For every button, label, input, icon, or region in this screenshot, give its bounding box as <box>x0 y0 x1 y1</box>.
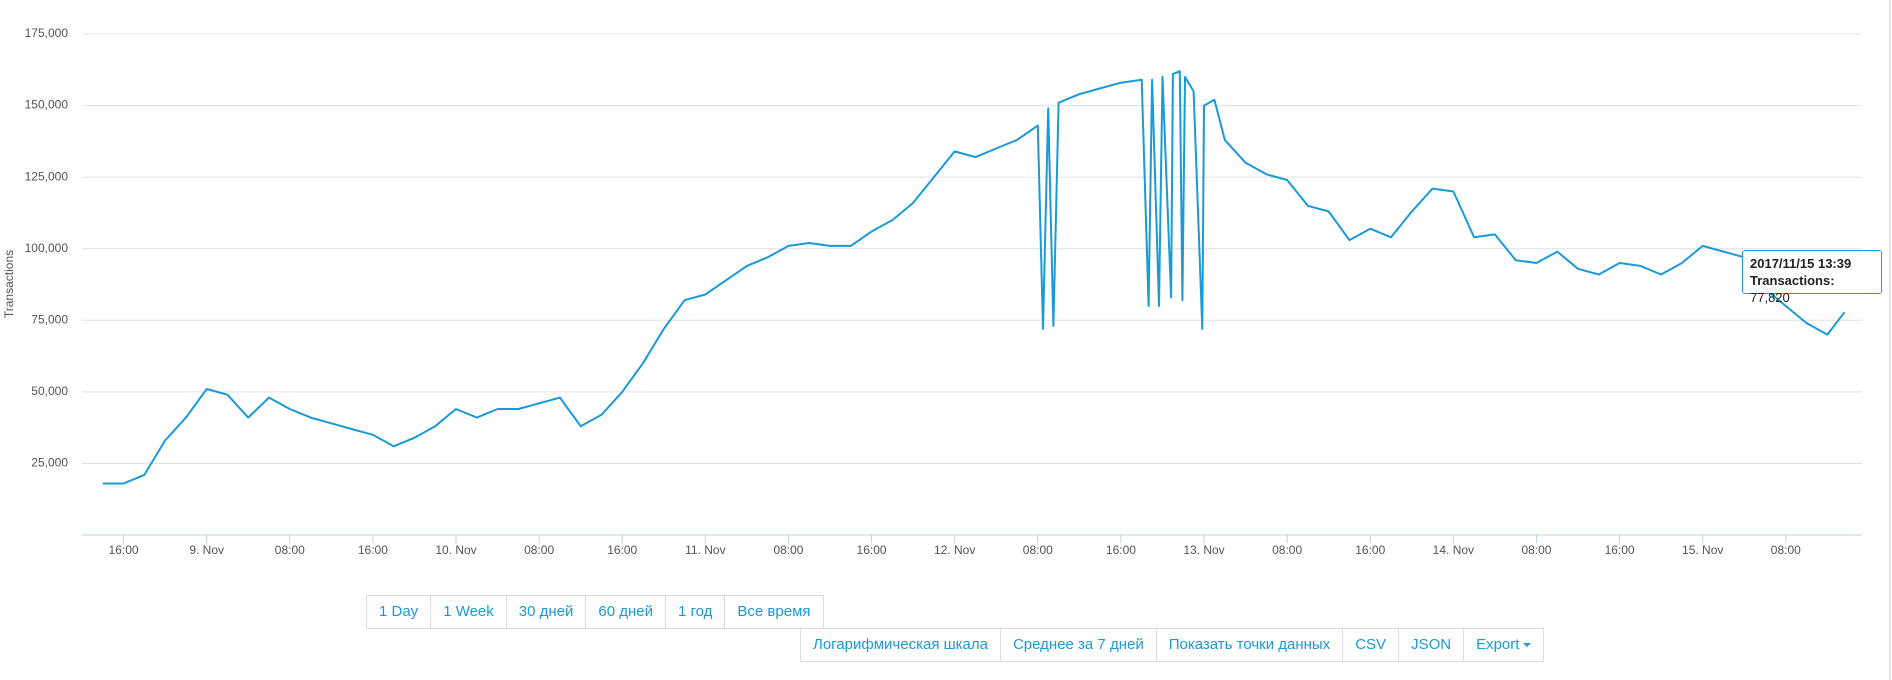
button[interactable]: 1 Week <box>430 595 507 629</box>
x-tick-label: 16:00 <box>1106 543 1136 557</box>
x-tick-label: 16:00 <box>358 543 388 557</box>
option-buttons: Логарифмическая шкала Среднее за 7 дней По… <box>800 628 1545 662</box>
tooltip-row: Transactions: 77,820 <box>1750 273 1835 305</box>
x-tick-label: 16:00 <box>1605 543 1635 557</box>
x-tick-label: 08:00 <box>1521 543 1551 557</box>
button[interactable]: JSON <box>1398 628 1465 662</box>
y-tick-label: 75,000 <box>31 312 68 326</box>
x-tick-label: 08:00 <box>275 543 305 557</box>
x-tick-label: 11. Nov <box>685 543 725 557</box>
x-tick-label: 08:00 <box>1771 543 1801 557</box>
x-tick-label: 08:00 <box>1023 543 1053 557</box>
x-tick-label: 14. Nov <box>1433 543 1474 557</box>
button[interactable]: 1 Day <box>366 595 432 629</box>
x-tick-label: 13. Nov <box>1183 543 1224 557</box>
x-tick-label: 12. Nov <box>934 543 975 557</box>
y-tick-label: 25,000 <box>31 456 68 470</box>
button[interactable]: 30 дней <box>505 595 587 629</box>
y-tick-label: 125,000 <box>25 169 69 183</box>
range-buttons: 1 Day 1 Week 30 дней 60 дней 1 год Все время <box>366 595 824 629</box>
button[interactable]: Все время <box>724 595 824 629</box>
x-tick-label: 08:00 <box>1272 543 1302 557</box>
button[interactable]: Показать точки данных <box>1155 628 1344 662</box>
button[interactable]: 1 год <box>665 595 726 629</box>
tooltip-value: 77,820 <box>1750 290 1790 305</box>
y-tick-label: 100,000 <box>25 241 69 255</box>
y-tick-label: 150,000 <box>25 98 69 112</box>
y-tick-label: 50,000 <box>31 384 68 398</box>
x-tick-label: 15. Nov <box>1682 543 1723 557</box>
button[interactable]: Export <box>1463 628 1545 662</box>
series-line <box>102 70 1846 485</box>
button[interactable]: 60 дней <box>585 595 666 629</box>
x-tick-label: 08:00 <box>524 543 554 557</box>
tooltip-series: Transactions <box>1750 273 1831 288</box>
x-tick-label: 16:00 <box>1355 543 1385 557</box>
button[interactable]: Логарифмическая шкала <box>800 628 1001 662</box>
x-tick-label: 9. Nov <box>189 543 224 557</box>
x-tick-label: 08:00 <box>773 543 803 557</box>
y-tick-label: 175,000 <box>25 26 69 40</box>
x-tick-label: 10. Nov <box>435 543 476 557</box>
tooltip-title: 2017/11/15 13:39 <box>1750 256 1852 271</box>
y-axis-label: Transactions <box>2 250 16 318</box>
button[interactable]: CSV <box>1342 628 1400 662</box>
x-tick-label: 16:00 <box>607 543 637 557</box>
x-tick-label: 16:00 <box>857 543 887 557</box>
button[interactable]: Среднее за 7 дней <box>999 628 1157 662</box>
tooltip: 2017/11/15 13:39 Transactions: 77,820 <box>1742 250 1882 305</box>
x-tick-label: 16:00 <box>109 543 139 557</box>
